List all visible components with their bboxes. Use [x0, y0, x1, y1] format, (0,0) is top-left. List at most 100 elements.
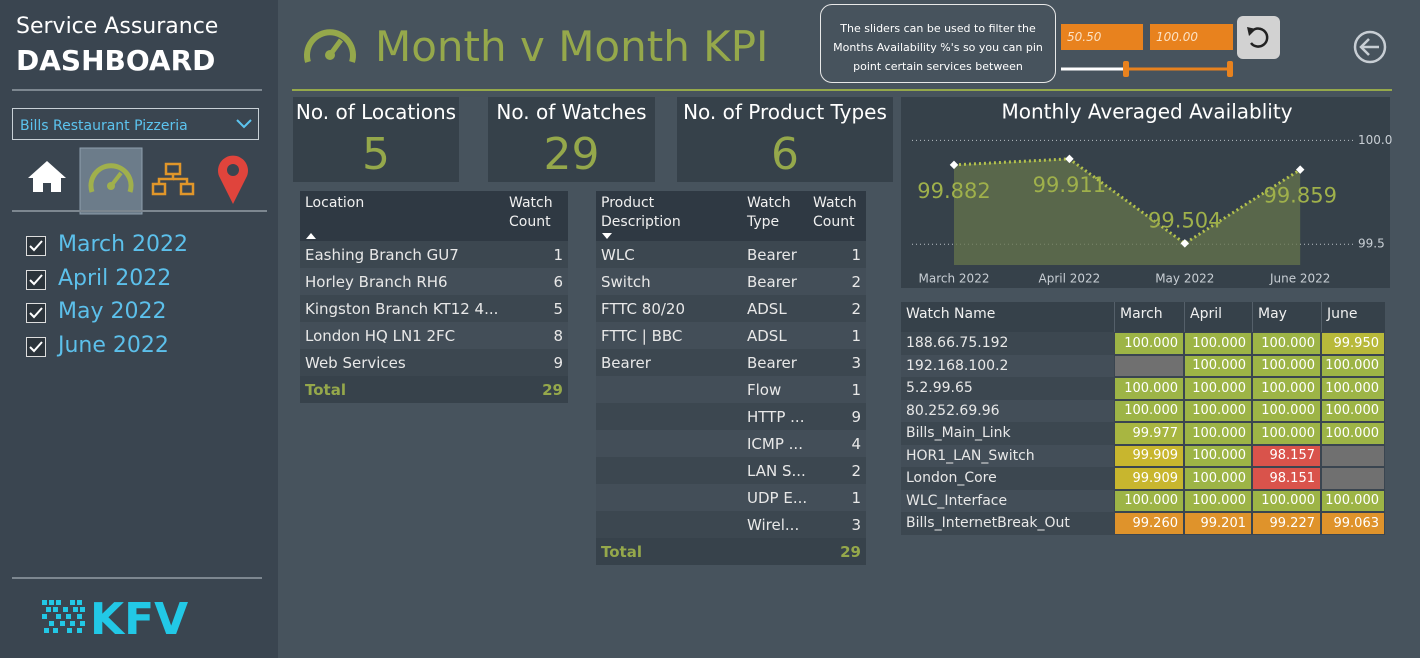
- availability-cell: 98.157: [1252, 444, 1321, 467]
- column-header: May: [1252, 302, 1321, 332]
- watch-name: London_Core: [901, 467, 1114, 490]
- table-cell: 1: [851, 245, 861, 264]
- x-tick-label: May 2022: [1155, 272, 1214, 286]
- table-cell: 3: [851, 353, 861, 372]
- divider: [12, 210, 267, 212]
- availability-cell: 100.000: [1252, 332, 1321, 355]
- sort-indicator: [306, 225, 316, 239]
- column-header: Watch Name: [901, 302, 1114, 332]
- reset-button[interactable]: [1237, 16, 1281, 60]
- month-checkbox[interactable]: [26, 336, 46, 357]
- kpi-card: No. of Watches 29: [488, 97, 655, 182]
- table-cell: LAN S...: [747, 461, 806, 480]
- table-cell: Bearer: [747, 245, 797, 264]
- table-cell: 1: [553, 245, 563, 264]
- kpi-value: 5: [362, 129, 390, 180]
- availability-cell: 100.000: [1184, 444, 1252, 467]
- table-cell: WLC: [601, 245, 635, 264]
- table-cell: 1: [851, 380, 861, 399]
- table-cell: 9: [553, 353, 563, 372]
- table-cell: ICMP ...: [747, 434, 803, 453]
- check-mark: [29, 341, 43, 353]
- table-cell: 8: [553, 326, 563, 345]
- table-cell: Switch: [601, 272, 651, 291]
- table-cell: 1: [851, 326, 861, 345]
- logo-text: KFV: [90, 596, 188, 640]
- column-header: March: [1114, 302, 1184, 332]
- availability-cell: 99.977: [1114, 422, 1184, 445]
- availability-cell: 100.000: [1321, 377, 1385, 400]
- table-row: [300, 241, 568, 268]
- availability-cell: 100.000: [1321, 399, 1385, 422]
- month-label[interactable]: April 2022: [58, 265, 172, 291]
- watch-name: 5.2.99.65: [901, 377, 1114, 400]
- slider-min-input[interactable]: 50.50: [1061, 24, 1143, 50]
- table-cell: Eashing Branch GU7: [305, 245, 459, 264]
- page-gauge-icon: [304, 29, 356, 63]
- kpi-label: No. of Product Types: [683, 100, 887, 124]
- home-icon[interactable]: [28, 161, 66, 192]
- table-cell: [596, 457, 742, 484]
- table-cell: Bearer: [601, 353, 651, 372]
- table-cell: ADSL: [747, 326, 787, 345]
- table-cell: ADSL: [747, 299, 787, 318]
- total-label: Total: [305, 380, 346, 399]
- month-checkbox[interactable]: [26, 236, 46, 256]
- restaurant-dropdown[interactable]: Bills Restaurant Pizzeria: [12, 108, 259, 140]
- availability-cell: 100.000: [1184, 422, 1252, 445]
- total-value: 29: [542, 380, 563, 399]
- gauge-icon[interactable]: [88, 163, 134, 193]
- x-tick-label: June 2022: [1269, 272, 1331, 286]
- column-header: Product Description: [601, 195, 681, 230]
- month-checkbox[interactable]: [26, 303, 46, 324]
- table-cell: 2: [851, 461, 861, 480]
- hierarchy-icon[interactable]: [151, 162, 195, 196]
- back-button[interactable]: [1352, 30, 1388, 66]
- availability-cell: 98.151: [1252, 467, 1321, 490]
- month-label[interactable]: June 2022: [58, 332, 169, 358]
- month-checkbox[interactable]: [26, 269, 46, 290]
- table-row: [596, 457, 866, 484]
- table-cell: 5: [553, 299, 563, 318]
- availability-cell: 100.000: [1184, 332, 1252, 355]
- table-cell: 1: [851, 488, 861, 507]
- table-cell: 2: [851, 272, 861, 291]
- watch-name: WLC_Interface: [901, 489, 1114, 512]
- kpi-label: No. of Locations: [295, 100, 457, 124]
- availability-cell: 100.000: [1252, 377, 1321, 400]
- total-row: [596, 538, 866, 565]
- table-header: [300, 191, 568, 241]
- table-row: [300, 349, 568, 376]
- slider-max-input[interactable]: 100.00: [1150, 24, 1233, 50]
- table-cell: Wirel...: [747, 515, 800, 534]
- kpi-value: 6: [771, 129, 799, 180]
- locations-table: Location Watch Count Eashing Branch GU7 1 Ho…: [300, 191, 568, 403]
- availability-cell: 99.260: [1114, 512, 1184, 535]
- location-pin-icon[interactable]: [217, 155, 248, 204]
- table-cell: [596, 484, 742, 511]
- total-label: Total: [601, 542, 642, 561]
- range-slider[interactable]: [1058, 58, 1238, 80]
- divider: [12, 577, 262, 579]
- table-cell: UDP E...: [747, 488, 808, 507]
- table-cell: FTTC | BBC: [601, 326, 683, 345]
- table-row: [300, 295, 568, 322]
- availability-cell: 100.000: [1114, 489, 1184, 512]
- availability-cell: 99.909: [1114, 467, 1184, 490]
- table-cell: [596, 430, 742, 457]
- table-row: [596, 295, 866, 322]
- check-mark: [29, 240, 43, 252]
- x-tick-label: April 2022: [1039, 272, 1101, 286]
- table-row: [596, 268, 866, 295]
- data-label: 99.859: [1263, 184, 1336, 208]
- table-cell: HTTP ...: [747, 407, 805, 426]
- month-label[interactable]: March 2022: [58, 232, 189, 257]
- y-tick-label: 99.5: [1358, 237, 1385, 251]
- month-label[interactable]: May 2022: [58, 299, 167, 325]
- nav-icons: [28, 147, 248, 215]
- column-header: Watch Type: [747, 195, 791, 230]
- availability-cell: 100.000: [1184, 489, 1252, 512]
- availability-cell: 100.000: [1114, 377, 1184, 400]
- watch-name: 80.252.69.96: [901, 399, 1114, 422]
